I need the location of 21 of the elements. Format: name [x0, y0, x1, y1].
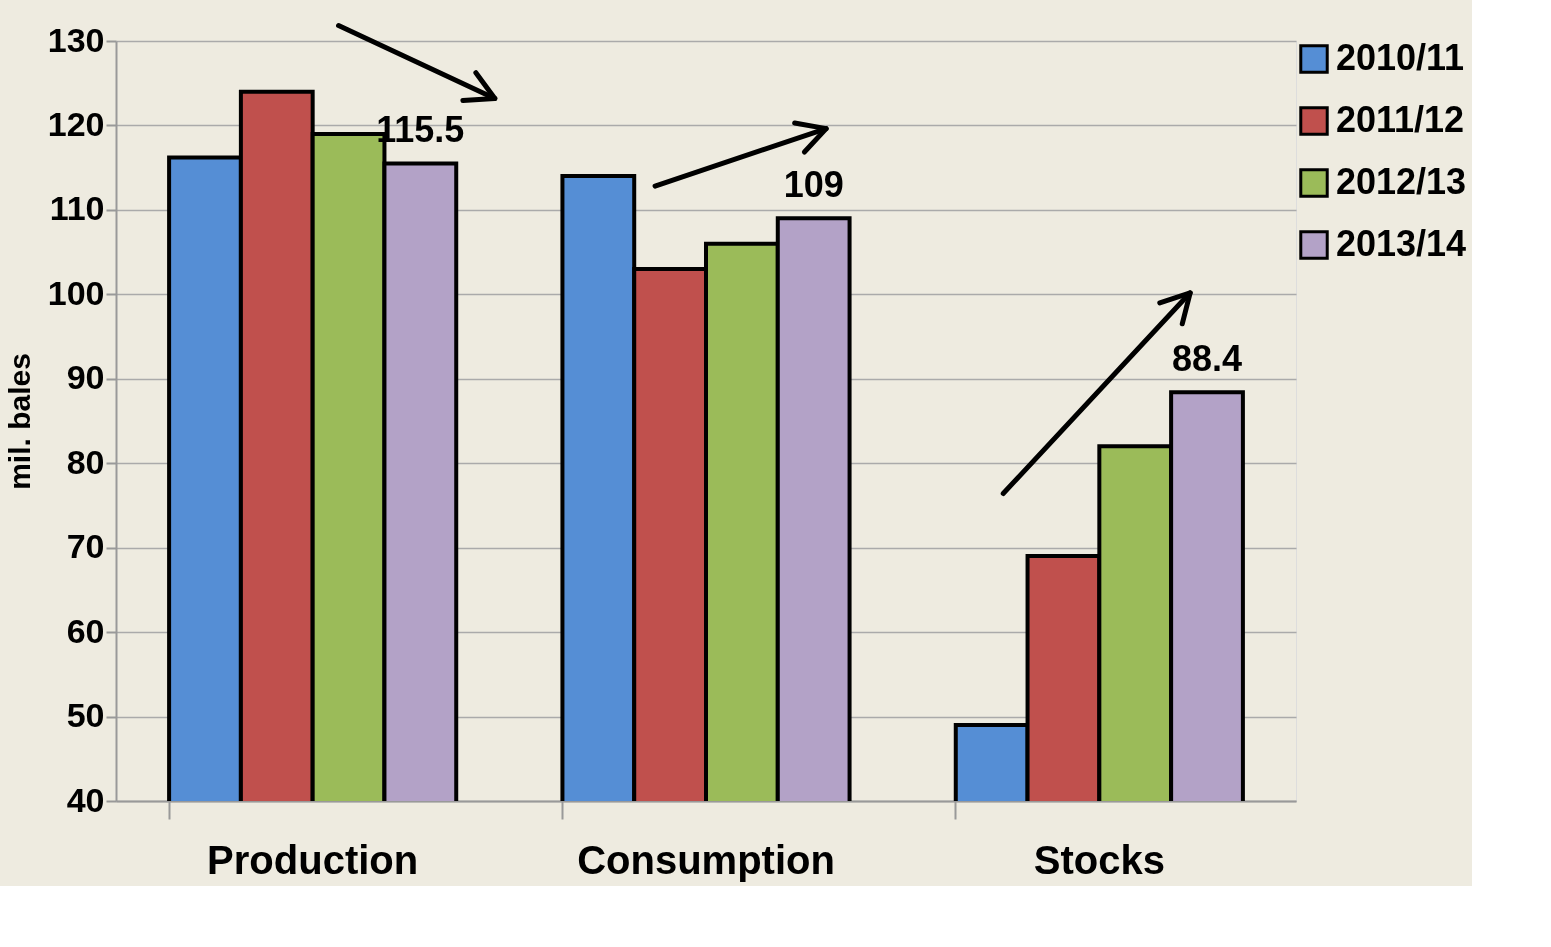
y-tick-label: 120 — [47, 104, 105, 143]
y-tick-label: 110 — [49, 189, 105, 228]
y-tick-label: 90 — [66, 358, 105, 397]
legend-label: 2012/13 — [1336, 161, 1467, 202]
y-tick-label: 60 — [66, 611, 105, 650]
data-label: 109 — [783, 164, 844, 206]
y-tick-label: 130 — [47, 20, 105, 59]
x-tick-label: Stocks — [1033, 837, 1165, 882]
y-tick-label: 100 — [47, 273, 105, 312]
legend-label: 2013/14 — [1336, 223, 1467, 264]
y-tick-label: 80 — [66, 442, 105, 481]
y-tick-label: 50 — [66, 696, 105, 735]
y-axis-title: mil. bales — [2, 353, 36, 490]
y-tick-label: 40 — [66, 780, 105, 819]
data-label: 88.4 — [1171, 338, 1243, 380]
legend-label: 2010/11 — [1336, 37, 1465, 78]
x-tick-label: Production — [207, 837, 419, 882]
y-tick-label: 70 — [66, 527, 105, 566]
legend-label: 2011/12 — [1336, 99, 1465, 140]
x-tick-label: Consumption — [577, 837, 835, 882]
data-label: 115.5 — [376, 109, 465, 151]
